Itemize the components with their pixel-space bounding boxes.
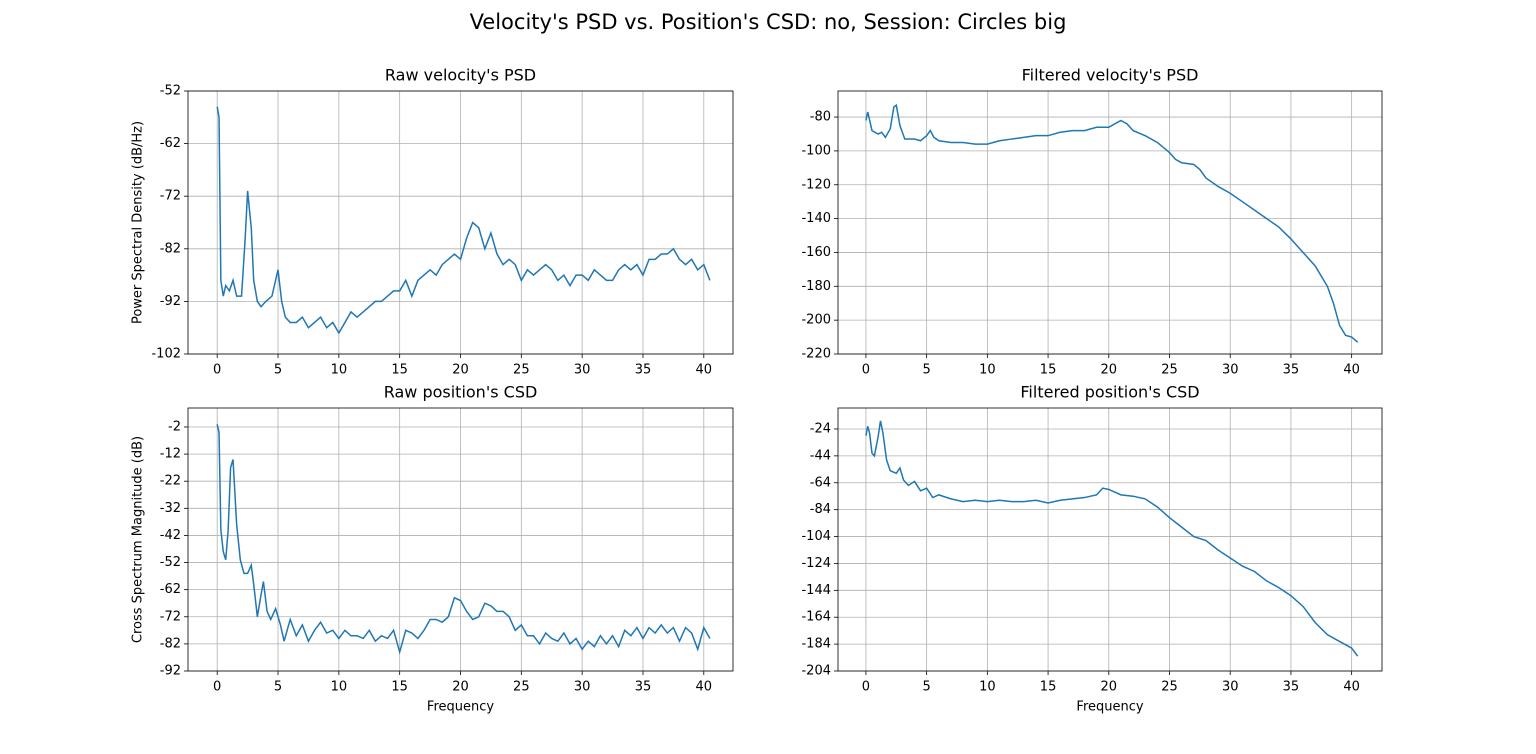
y-tick-label: -100 — [801, 143, 831, 158]
x-tick-label: 15 — [1040, 680, 1057, 695]
x-tick-label: 0 — [862, 680, 870, 695]
subplot-title: Raw velocity's PSD — [385, 66, 536, 85]
x-axis-label: Frequency — [1076, 700, 1143, 715]
y-tick-label: -2 — [168, 419, 181, 434]
x-tick-label: 0 — [213, 363, 221, 378]
y-tick-label: -164 — [801, 610, 831, 625]
x-tick-label: 25 — [1161, 363, 1178, 378]
x-tick-label: 10 — [331, 680, 348, 695]
y-tick-label: -84 — [810, 502, 831, 517]
x-tick-label: 5 — [274, 680, 282, 695]
y-tick-label: -184 — [801, 637, 831, 652]
x-tick-label: 0 — [213, 680, 221, 695]
y-tick-label: -220 — [801, 347, 831, 362]
axes-frame — [837, 407, 1383, 672]
x-tick-label: 35 — [635, 363, 652, 378]
y-tick-label: -62 — [160, 582, 181, 597]
x-tick-label: 20 — [1101, 680, 1118, 695]
x-tick-label: 10 — [331, 363, 348, 378]
x-tick-label: 5 — [923, 680, 931, 695]
axes-frame — [187, 407, 734, 672]
x-tick-label: 15 — [391, 680, 408, 695]
x-tick-label: 20 — [452, 680, 469, 695]
y-tick-label: -72 — [160, 609, 181, 624]
y-axis-label: Cross Spectrum Magnitude (dB) — [131, 436, 146, 643]
x-tick-label: 30 — [574, 680, 591, 695]
x-axis-label: Frequency — [427, 700, 494, 715]
y-tick-label: -104 — [801, 529, 831, 544]
x-tick-label: 20 — [1101, 363, 1118, 378]
y-tick-label: -62 — [160, 136, 181, 151]
x-tick-label: 15 — [1040, 363, 1057, 378]
x-tick-label: 5 — [274, 363, 282, 378]
axes-frame — [187, 90, 734, 355]
data-line — [865, 420, 1359, 657]
y-tick-label: -200 — [801, 313, 831, 328]
x-tick-label: 5 — [923, 363, 931, 378]
y-tick-label: -24 — [810, 421, 831, 436]
x-tick-label: 30 — [1222, 363, 1239, 378]
x-tick-label: 35 — [635, 680, 652, 695]
y-tick-label: -80 — [810, 110, 831, 125]
x-tick-label: 30 — [574, 363, 591, 378]
x-tick-label: 35 — [1283, 363, 1300, 378]
y-tick-label: -32 — [160, 501, 181, 516]
subplot-title: Raw position's CSD — [384, 383, 538, 402]
x-tick-label: 40 — [1343, 363, 1360, 378]
y-tick-label: -144 — [801, 583, 831, 598]
figure-title: Velocity's PSD vs. Position's CSD: no, S… — [470, 10, 1067, 34]
x-tick-label: 40 — [696, 680, 713, 695]
x-tick-label: 35 — [1283, 680, 1300, 695]
y-tick-label: -120 — [801, 177, 831, 192]
data-line — [865, 103, 1359, 343]
x-tick-label: 25 — [1161, 680, 1178, 695]
x-tick-label: 15 — [391, 363, 408, 378]
x-tick-label: 10 — [979, 680, 996, 695]
data-line — [216, 424, 711, 655]
y-tick-label: -12 — [160, 447, 181, 462]
y-tick-label: -140 — [801, 211, 831, 226]
y-tick-label: -92 — [160, 664, 181, 679]
y-tick-label: -82 — [160, 636, 181, 651]
axes-frame — [837, 90, 1383, 355]
y-tick-label: -72 — [160, 189, 181, 204]
x-tick-label: 20 — [452, 363, 469, 378]
y-tick-label: -124 — [801, 556, 831, 571]
y-tick-label: -22 — [160, 474, 181, 489]
x-tick-label: 25 — [513, 363, 530, 378]
y-tick-label: -44 — [810, 448, 831, 463]
y-tick-label: -92 — [160, 294, 181, 309]
y-tick-label: -64 — [810, 475, 831, 490]
y-axis-label: Power Spectral Density (dB/Hz) — [131, 121, 146, 324]
y-tick-label: -52 — [160, 84, 181, 99]
y-tick-label: -42 — [160, 528, 181, 543]
x-tick-label: 25 — [513, 680, 530, 695]
subplot-title: Filtered position's CSD — [1020, 383, 1199, 402]
y-tick-label: -160 — [801, 245, 831, 260]
y-tick-label: -180 — [801, 279, 831, 294]
x-tick-label: 30 — [1222, 680, 1239, 695]
subplot-title: Filtered velocity's PSD — [1022, 66, 1199, 85]
y-tick-label: -82 — [160, 241, 181, 256]
y-tick-label: -52 — [160, 555, 181, 570]
x-tick-label: 0 — [862, 363, 870, 378]
x-tick-label: 40 — [696, 363, 713, 378]
x-tick-label: 10 — [979, 363, 996, 378]
y-tick-label: -204 — [801, 664, 831, 679]
y-tick-label: -102 — [151, 347, 181, 362]
x-tick-label: 40 — [1343, 680, 1360, 695]
data-line — [216, 106, 711, 335]
